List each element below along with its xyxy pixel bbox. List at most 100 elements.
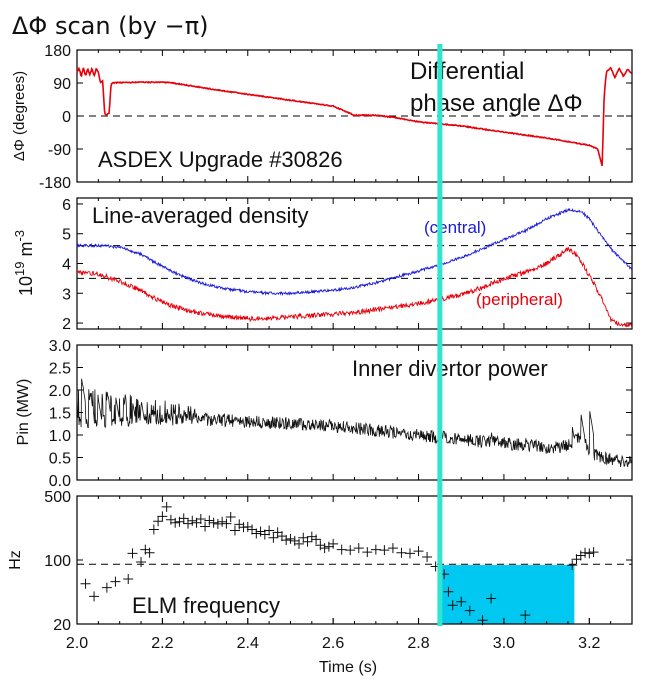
divertor-yticks: 0.0 0.5 1.0 1.5 2.0 2.5 3.0 — [49, 338, 632, 490]
phase-ylabel: ΔΦ (degrees) — [11, 71, 28, 161]
divertor-ylabel: Pin (MW) — [15, 379, 32, 446]
shot-annotation: ASDEX Upgrade #30826 — [98, 147, 343, 172]
divertor-title: Inner divertor power — [352, 356, 548, 381]
x-axis-label: Time (s) — [319, 659, 377, 676]
elm-point — [588, 547, 599, 558]
elm-point — [362, 547, 373, 558]
elm-point — [80, 578, 91, 589]
ytick-label: 1.5 — [49, 406, 71, 423]
elm-point — [123, 574, 134, 585]
peripheral-density-line — [76, 246, 633, 328]
elm-point — [212, 518, 223, 529]
elm-point — [345, 545, 356, 556]
density-ref-lines — [77, 245, 640, 279]
elm-title: ELM frequency — [132, 593, 280, 618]
elm-point — [183, 518, 193, 529]
highlight-region — [441, 565, 575, 624]
elm-point — [328, 538, 339, 549]
elm-point — [161, 501, 172, 512]
xtick-label: 2.4 — [237, 635, 259, 652]
elm-point — [89, 591, 100, 602]
ytick-label: 20 — [53, 617, 71, 634]
ytick-label: 500 — [44, 489, 71, 506]
elm-point — [285, 533, 296, 544]
phase-line — [76, 66, 632, 166]
phase-title-line-2: phase angle ΔΦ — [410, 90, 583, 117]
elm-point — [204, 515, 215, 526]
elm-point — [148, 524, 159, 535]
divertor-power-line — [76, 378, 633, 468]
xtick-label: 2.6 — [322, 635, 344, 652]
density-title: Line-averaged density — [92, 203, 308, 228]
elm-point — [144, 547, 155, 558]
elm-point — [195, 514, 206, 525]
elm-point — [580, 547, 591, 558]
elm-point — [306, 531, 317, 542]
elm-point — [298, 532, 309, 543]
ytick-label: 3 — [62, 286, 71, 303]
elm-point — [217, 516, 228, 527]
elm-point — [353, 543, 364, 554]
elm-point — [456, 596, 467, 607]
density-series — [76, 207, 633, 328]
elm-point — [311, 534, 322, 545]
elm-point — [387, 543, 398, 554]
elm-point — [584, 548, 595, 559]
elm-point — [225, 511, 236, 522]
elm-point — [447, 600, 458, 611]
elm-point — [234, 519, 245, 530]
ytick-label: 6 — [62, 197, 71, 214]
elm-point — [379, 545, 390, 556]
elm-points — [80, 501, 599, 626]
density-ylabel-exp: 19 — [12, 262, 27, 276]
elm-point — [136, 557, 147, 568]
elm-point — [281, 535, 292, 546]
elm-point — [170, 517, 181, 528]
ytick-label: 100 — [44, 553, 71, 570]
ytick-label: 4 — [62, 257, 71, 274]
ytick-label: 0.5 — [49, 451, 71, 468]
central-label: (central) — [424, 218, 486, 237]
elm-point — [302, 536, 313, 547]
elm-point — [178, 513, 189, 524]
elm-point — [229, 525, 240, 536]
elm-point — [157, 511, 168, 522]
xtick-label: 3.0 — [493, 635, 515, 652]
ytick-label: 3.0 — [49, 338, 71, 355]
elm-point — [443, 586, 454, 597]
elm-point — [127, 548, 138, 559]
elm-point — [153, 516, 164, 527]
figure-title: ΔΦ scan (by −π) — [12, 12, 209, 40]
xtick-label: 2.8 — [407, 635, 429, 652]
elm-point — [315, 540, 326, 551]
phase-series — [76, 66, 632, 166]
ytick-label: 5 — [62, 227, 71, 244]
ytick-label: 0.0 — [49, 473, 71, 490]
elm-point — [221, 518, 232, 529]
divertor-panel: 0.0 0.5 1.0 1.5 2.0 2.5 3.0 Pin (MW) Inner div… — [15, 338, 633, 490]
peripheral-label: (peripheral) — [476, 290, 563, 309]
elm-point — [323, 541, 334, 552]
elm-point — [413, 546, 424, 557]
elm-point — [520, 610, 531, 621]
xtick-label: 2.2 — [151, 635, 173, 652]
elm-point — [319, 543, 330, 554]
elm-point — [208, 517, 219, 528]
ytick-label: 2.5 — [49, 361, 71, 378]
phase-yticks: 180 90 0 -90 -180 — [39, 43, 632, 192]
elm-point — [264, 525, 275, 536]
elm-point — [405, 548, 415, 559]
elm-point — [575, 550, 586, 561]
ytick-label: -180 — [39, 175, 71, 192]
elm-point — [336, 544, 347, 555]
density-ylabel-unit-exp: -3 — [12, 230, 27, 242]
elm-point — [242, 521, 253, 532]
ytick-label: 1.0 — [49, 428, 71, 445]
ytick-label: 2.0 — [49, 383, 71, 400]
elm-point — [268, 532, 279, 543]
elm-point — [276, 531, 287, 542]
elm-point — [259, 529, 270, 540]
